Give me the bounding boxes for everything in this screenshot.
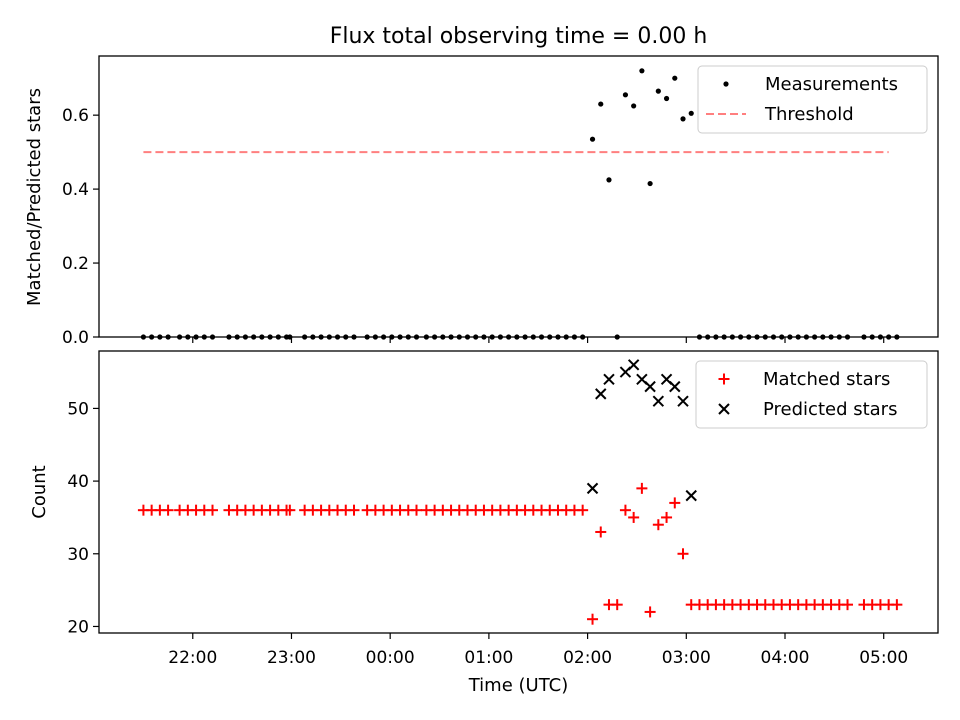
bottom-x-point-11 — [685, 489, 697, 502]
bottom-legend-label-0: Matched stars — [763, 369, 890, 390]
bottom-legend-box — [695, 360, 928, 429]
top-y-tick-label-3: 0.6 — [62, 106, 89, 126]
bottom-plus-point-57 — [628, 511, 640, 523]
chart-title: Flux total observing time = 0.00 h — [330, 24, 708, 49]
top-axes-frame — [98, 55, 939, 338]
bottom-plus-point-59 — [644, 606, 656, 618]
bottom-plus-point-55 — [611, 599, 623, 611]
bottom-plus-point-58 — [636, 482, 648, 494]
bottom-y-tick-label-2: 40 — [67, 472, 89, 492]
bottom-plus-point-53 — [595, 526, 607, 538]
top-dot-point-64 — [688, 110, 694, 116]
bottom-plus-point-88 — [891, 599, 903, 611]
bottom-x-tick-label-3: 01:00 — [464, 648, 513, 668]
top-legend-label-0: Measurements — [765, 74, 898, 95]
bottom-y-tick-label-0: 20 — [67, 617, 89, 637]
bottom-x-point-6 — [644, 380, 656, 393]
bottom-legend: Matched stars Predicted stars — [695, 360, 928, 429]
bottom-x-point-9 — [669, 380, 681, 393]
bottom-plus-point-63 — [677, 548, 689, 560]
bottom-x-point-7-b — [652, 395, 665, 407]
bottom-x-tick-label-6: 04:00 — [761, 648, 810, 668]
top-y-tick-label-0: 0.0 — [62, 328, 89, 348]
top-dot-point-62 — [672, 75, 678, 81]
bottom-plus-point-83 — [842, 599, 854, 611]
bottom-legend-plus-swatch — [718, 373, 730, 385]
bottom-plus-point-24 — [348, 504, 360, 516]
bottom-axes-frame — [98, 350, 939, 634]
bottom-plus-point-3 — [162, 504, 174, 516]
bottom-x-point-11-b — [685, 489, 697, 502]
bottom-x-point-0 — [586, 482, 599, 495]
top-dot-point-56 — [622, 92, 629, 98]
top-dot-point-52 — [589, 136, 596, 142]
bottom-x-point-7 — [652, 395, 665, 407]
bottom-x-point-9-b — [669, 380, 681, 393]
top-legend-label-1: Threshold — [764, 104, 854, 125]
top-dot-point-54 — [606, 177, 612, 183]
bottom-x-point-10 — [677, 395, 689, 407]
top-y-tick-label-2: 0.4 — [62, 180, 89, 200]
bottom-x-point-5-b — [636, 373, 648, 386]
bottom-y-ticks: 20 30 40 50 — [67, 399, 99, 637]
top-dot-point-63 — [680, 116, 686, 122]
x-axis-label: Time (UTC) — [468, 675, 569, 696]
bottom-x-tick-label-7: 05:00 — [859, 648, 908, 668]
bottom-panel: 20 30 40 50 22:00 23:00 00:00 01:00 02:00 03:00 0… — [29, 350, 939, 696]
top-dot-point-61 — [663, 95, 670, 102]
bottom-plus-point-31 — [411, 504, 423, 516]
top-dot-point-59 — [647, 180, 653, 187]
bottom-x-point-8-b — [660, 373, 673, 386]
bottom-x-tick-label-1: 23:00 — [267, 648, 316, 668]
bottom-x-tick-label-5: 03:00 — [662, 648, 711, 668]
top-dot-point-57 — [631, 103, 637, 109]
bottom-plus-point-62 — [669, 497, 681, 509]
bottom-x-ticks: 22:00 23:00 00:00 01:00 02:00 03:00 04:00 05:00 — [168, 633, 908, 668]
top-dot-point-53 — [598, 101, 604, 107]
bottom-x-point-10-b — [677, 395, 689, 407]
bottom-x-tick-label-0: 22:00 — [168, 648, 217, 668]
top-panel: 0.0 0.2 0.4 0.6 Matched/Predicted stars Mea… — [24, 55, 939, 348]
top-y-tick-label-1: 0.2 — [62, 254, 89, 274]
bottom-x-tick-label-4: 02:00 — [563, 648, 612, 668]
bottom-plus-point-60 — [652, 519, 664, 531]
bottom-plus-point-61 — [661, 511, 673, 523]
top-legend: Measurements Threshold — [697, 65, 928, 134]
bottom-legend-label-1: Predicted stars — [763, 399, 897, 420]
bottom-x-point-1-b — [595, 388, 607, 400]
bottom-y-axis-label: Count — [29, 465, 50, 518]
bottom-x-point-4-b — [627, 359, 640, 371]
bottom-x-tick-label-2: 00:00 — [366, 648, 415, 668]
bottom-y-tick-label-3: 50 — [67, 399, 89, 419]
top-x-ticks — [192, 337, 885, 343]
bottom-legend-x-swatch-b — [718, 403, 730, 415]
bottom-x-point-2-b — [603, 373, 615, 386]
bottom-plus-point-52 — [587, 613, 599, 625]
bottom-x-point-6-b — [644, 380, 656, 393]
bottom-x-point-4 — [627, 359, 640, 371]
bottom-plus-point-8 — [207, 504, 219, 516]
bottom-plus-point-51 — [577, 504, 589, 516]
bottom-plus-point-56 — [619, 504, 631, 516]
top-dot-point-58 — [639, 68, 645, 74]
top-y-ticks: 0.0 0.2 0.4 0.6 — [62, 106, 99, 348]
top-y-axis-label: Matched/Predicted stars — [24, 88, 45, 306]
bottom-legend-x-swatch — [718, 403, 730, 415]
top-dot-point-60 — [655, 88, 661, 94]
bottom-y-tick-label-1: 30 — [67, 545, 89, 565]
bottom-x-point-2 — [603, 373, 615, 386]
bottom-marks — [137, 359, 903, 625]
top-legend-dot-swatch — [723, 81, 729, 87]
bottom-plus-point-17 — [284, 504, 296, 516]
bottom-x-point-1 — [595, 388, 607, 400]
top-legend-box — [697, 65, 928, 134]
bottom-x-point-0-b — [586, 482, 599, 495]
